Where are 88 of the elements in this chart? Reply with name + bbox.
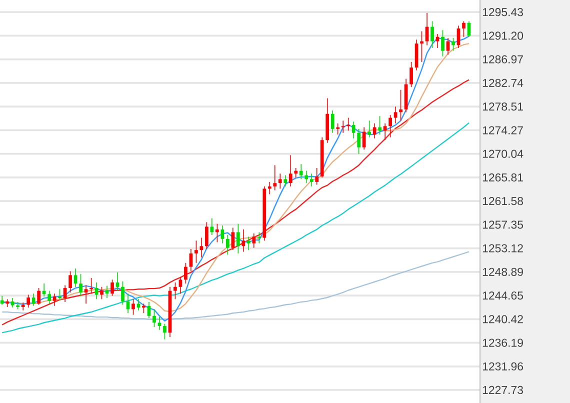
candlestick: [58, 288, 62, 301]
candlestick: [90, 278, 93, 294]
candlestick: [136, 298, 140, 311]
candlestick: [152, 308, 156, 328]
candlestick: [246, 236, 250, 250]
candlestick: [452, 38, 455, 52]
candlestick: [68, 270, 72, 293]
y-tick-label: 1240.42: [482, 315, 523, 324]
candlestick: [430, 20, 434, 48]
candlestick: [231, 227, 235, 250]
candlestick: [336, 122, 340, 135]
candlestick: [205, 222, 208, 250]
line-series: [2, 79, 470, 326]
candlestick: [100, 286, 104, 300]
candlestick: [74, 268, 78, 288]
y-tick-label: 1282.74: [482, 78, 524, 87]
candlestick: [273, 164, 277, 191]
candlestick: [32, 293, 36, 306]
y-tick-label: 1248.89: [482, 268, 523, 276]
candlestick: [37, 288, 40, 306]
candlestick: [310, 173, 314, 187]
candlestick: [420, 30, 424, 62]
candlestick: [242, 229, 246, 252]
candlestick: [284, 174, 288, 187]
candlestick: [26, 294, 30, 308]
candlestick: [226, 234, 230, 255]
candlestick: [200, 237, 204, 258]
y-tick-label: 1270.04: [482, 150, 524, 158]
candlestick: [52, 293, 56, 306]
candlestick: [383, 122, 387, 140]
candlestick: [341, 120, 345, 134]
y-tick-label: 1257.35: [482, 220, 524, 229]
y-tick-label: 1261.58: [482, 196, 523, 206]
candlestick: [121, 280, 124, 306]
candlestick: [441, 30, 444, 57]
candlestick: [410, 62, 413, 88]
y-tick-label: 1244.65: [482, 291, 524, 300]
y-tick-label: 1295.43: [482, 8, 523, 16]
candlestick: [105, 285, 109, 298]
candlestick: [116, 272, 120, 292]
candlestick: [330, 110, 334, 134]
candlestick: [362, 126, 366, 150]
candlestick: [357, 128, 361, 154]
candlestick: [189, 248, 193, 272]
y-tick-label: 1278.51: [482, 102, 523, 111]
candlestick: [84, 284, 88, 304]
candlestick: [163, 323, 166, 340]
candlestick: [436, 34, 440, 48]
candlestick: [352, 121, 356, 139]
candlestick: [299, 164, 303, 180]
candlestick: [178, 276, 182, 294]
candlestick: [257, 232, 261, 244]
candlestick: [278, 173, 282, 190]
candlestick: [79, 274, 82, 297]
candlestick: [142, 303, 146, 314]
y-tick-label: 1227.73: [482, 386, 523, 394]
candlestick: [158, 316, 162, 330]
y-tick-label: 1286.97: [482, 55, 523, 64]
candlestick: [184, 262, 188, 284]
y-tick-label: 1236.19: [482, 338, 523, 347]
candlestick: [110, 279, 114, 296]
candlestick: [132, 298, 135, 316]
y-tick-label: 1231.96: [482, 362, 523, 370]
candlestick: [304, 170, 308, 184]
candlestick: [294, 168, 298, 178]
candlestick: [288, 154, 292, 187]
candlestick: [21, 302, 25, 311]
candlestick: [236, 223, 240, 254]
candlestick: [252, 232, 256, 248]
candlestick: [388, 114, 392, 138]
candlestick: [315, 168, 319, 186]
candlestick: [346, 117, 350, 132]
candlestick: [368, 120, 372, 138]
y-tick-label: 1253.12: [482, 244, 523, 252]
candlestick: [462, 20, 466, 38]
candlestick: [174, 282, 177, 300]
candlestick: [268, 182, 272, 195]
candlestick: [399, 89, 402, 121]
y-tick-label: 1265.81: [482, 173, 523, 182]
candlestick: [378, 116, 382, 135]
candlestick: [194, 240, 198, 264]
y-tick-label: 1274.27: [482, 126, 523, 134]
candlestick: [394, 106, 398, 124]
candlestick: [216, 223, 219, 243]
candlestick: [446, 38, 450, 56]
candlestick: [10, 298, 14, 308]
candlestick: [48, 290, 51, 304]
y-tick-label: 1291.20: [482, 32, 524, 40]
